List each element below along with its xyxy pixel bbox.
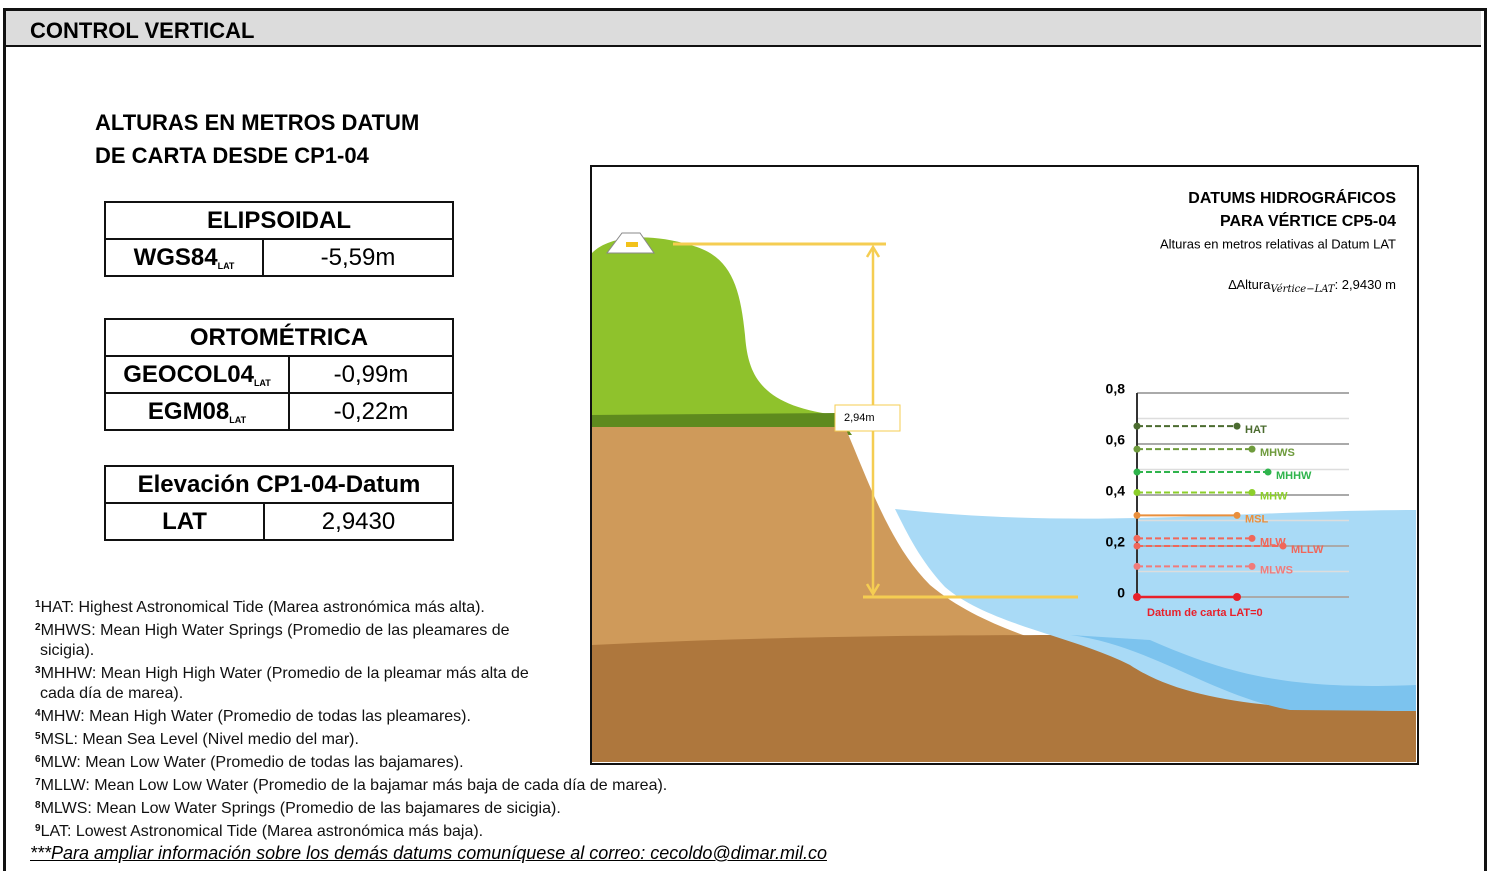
subscript: LAT <box>229 415 246 425</box>
cell: GEOCOL04LAT <box>105 356 289 393</box>
y-tick-label: 0,8 <box>1106 381 1126 397</box>
table-title: ELIPSOIDAL <box>105 202 453 239</box>
y-tick-label: 0 <box>1117 585 1125 601</box>
footnote-text: HAT: Highest Astronomical Tide (Marea as… <box>41 599 485 616</box>
table-title: Elevación CP1-04-Datum <box>105 466 453 503</box>
footnote: 1HAT: Highest Astronomical Tide (Marea a… <box>35 598 565 618</box>
level-end <box>1234 423 1241 430</box>
footnote: 5MSL: Mean Sea Level (Nivel medio del ma… <box>35 730 565 750</box>
footnote: 9LAT: Lowest Astronomical Tide (Marea as… <box>35 822 667 842</box>
level-end <box>1249 563 1256 570</box>
y-tick-label: 0,6 <box>1106 432 1126 448</box>
footnote-text: MSL: Mean Sea Level (Nivel medio del mar… <box>41 731 359 748</box>
level-label: MHWS <box>1260 447 1295 459</box>
delta-label: ∆Altura <box>1229 277 1272 292</box>
level-end <box>1249 489 1256 496</box>
table-title: ORTOMÉTRICA <box>105 319 453 356</box>
name: WGS84 <box>134 244 218 271</box>
level-label: MLLW <box>1291 544 1324 556</box>
footnote: 4MHW: Mean High Water (Promedio de todas… <box>35 707 565 727</box>
level-start <box>1134 469 1141 476</box>
footnote-text: MLLW: Mean Low Low Water (Promedio de la… <box>41 777 668 794</box>
beacon-mark <box>626 242 638 247</box>
y-tick-label: 0,2 <box>1106 534 1126 550</box>
diagram-subtitle: Alturas en metros relativas al Datum LAT <box>1160 236 1396 251</box>
footnote: 7MLLW: Mean Low Low Water (Promedio de l… <box>35 776 667 796</box>
level-start <box>1134 543 1141 550</box>
datum-start <box>1133 593 1141 601</box>
table: ORTOMÉTRICA GEOCOL04LAT-0,99m EGM08LAT-0… <box>104 318 454 431</box>
subscript: LAT <box>218 261 235 271</box>
level-end <box>1249 446 1256 453</box>
footnote-text: MHWS: Mean High Water Springs (Promedio … <box>40 622 509 659</box>
heading: ALTURAS EN METROS DATUM <box>95 110 419 136</box>
level-start <box>1134 512 1141 519</box>
footnote: 6MLW: Mean Low Water (Promedio de todas … <box>35 753 565 773</box>
level-start <box>1134 423 1141 430</box>
level-label: MSL <box>1245 513 1269 525</box>
cell: LAT <box>105 503 264 540</box>
footnote: 3MHHW: Mean High High Water (Promedio de… <box>35 664 565 704</box>
datum-end <box>1233 593 1241 601</box>
diagram-title: DATUMS HIDROGRÁFICOS <box>1188 188 1396 207</box>
level-start <box>1134 563 1141 570</box>
level-label: HAT <box>1245 424 1267 436</box>
datum-label: Datum de carta LAT=0 <box>1147 607 1263 619</box>
level-end <box>1280 543 1287 550</box>
cell: -5,59m <box>263 239 453 276</box>
contact-note: ***Para ampliar información sobre los de… <box>30 843 827 864</box>
name: EGM08 <box>148 398 229 425</box>
delta-value: : 2,9430 m <box>1335 277 1396 292</box>
cell: 2,9430 <box>264 503 453 540</box>
cell: WGS84LAT <box>105 239 263 276</box>
delta-sub: Vértice−LAT <box>1270 284 1335 295</box>
level-label: MLWS <box>1260 564 1293 576</box>
height-label: 2,94m <box>844 412 875 424</box>
footnote-text: MHHW: Mean High High Water (Promedio de … <box>40 665 529 702</box>
footnote-text: MLWS: Mean Low Water Springs (Promedio d… <box>41 800 561 817</box>
name: GEOCOL04 <box>123 361 254 388</box>
subscript: LAT <box>254 378 271 388</box>
heading: DE CARTA DESDE CP1-04 <box>95 143 369 169</box>
footnote-text: LAT: Lowest Astronomical Tide (Marea ast… <box>41 823 484 840</box>
table: ELIPSOIDAL WGS84LAT-5,59m <box>104 201 454 277</box>
header-bar: CONTROL VERTICAL <box>6 11 1481 47</box>
level-end <box>1234 512 1241 519</box>
footnote-text: MHW: Mean High Water (Promedio de todas … <box>41 708 471 725</box>
level-start <box>1134 446 1141 453</box>
level-start <box>1134 489 1141 496</box>
cell: -0,22m <box>289 393 453 430</box>
header-title: CONTROL VERTICAL <box>30 18 254 44</box>
cell: EGM08LAT <box>105 393 289 430</box>
footnote-text: MLW: Mean Low Water (Promedio de todas l… <box>41 754 464 771</box>
cell: -0,99m <box>289 356 453 393</box>
level-label: MHHW <box>1276 470 1312 482</box>
level-end <box>1249 535 1256 542</box>
footnote: 2MHWS: Mean High Water Springs (Promedio… <box>35 621 565 661</box>
level-end <box>1265 469 1272 476</box>
footnotes: 1HAT: Highest Astronomical Tide (Marea a… <box>35 598 667 845</box>
level-start <box>1134 535 1141 542</box>
page: CONTROL VERTICAL ALTURAS EN METROS DATUM… <box>0 0 1490 871</box>
level-label: MHW <box>1260 490 1288 502</box>
footnote: 8MLWS: Mean Low Water Springs (Promedio … <box>35 799 667 819</box>
datum-diagram: 2,94m DATUMS HIDROGRÁFICOS PARA VÉRTICE … <box>590 165 1419 765</box>
y-tick-label: 0,4 <box>1106 483 1126 499</box>
diagram-title: PARA VÉRTICE CP5-04 <box>1220 211 1396 230</box>
